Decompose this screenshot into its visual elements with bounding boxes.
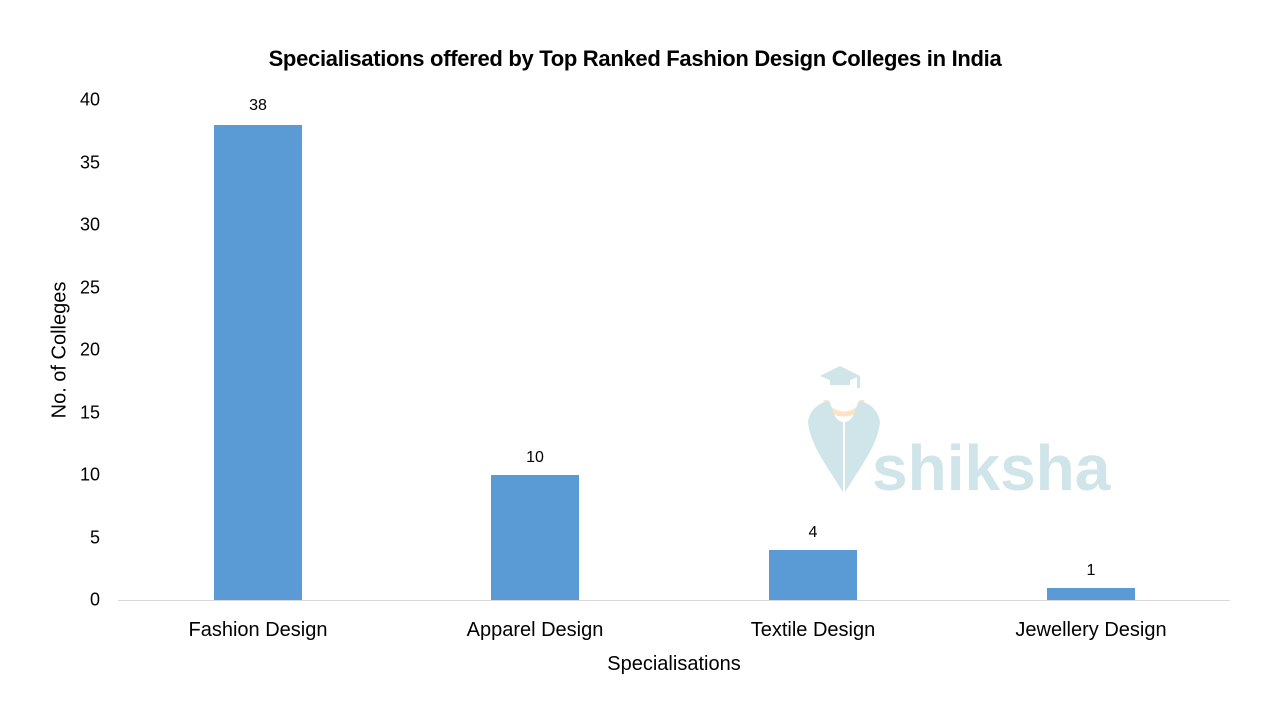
bar-jewellery-design xyxy=(1047,588,1135,600)
data-label: 1 xyxy=(1086,562,1096,579)
x-axis-line xyxy=(118,600,1230,601)
y-tick: 20 xyxy=(79,339,100,360)
x-tick-label: Apparel Design xyxy=(466,619,604,641)
svg-text:shiksha: shiksha xyxy=(872,432,1111,500)
y-tick: 10 xyxy=(79,464,100,485)
y-tick: 15 xyxy=(79,402,100,422)
shiksha-watermark-logo: shiksha xyxy=(808,366,1111,500)
x-axis-label: Specialisations xyxy=(607,653,741,675)
data-label: 38 xyxy=(249,97,267,114)
y-tick: 25 xyxy=(79,277,100,297)
x-tick-label: Jewellery Design xyxy=(1015,619,1167,641)
bar-fashion-design xyxy=(214,125,302,600)
y-tick: 35 xyxy=(79,152,100,172)
y-tick: 40 xyxy=(79,89,100,110)
y-tick: 0 xyxy=(89,589,100,610)
bar-apparel-design xyxy=(491,475,579,600)
bar-textile-design xyxy=(769,550,857,600)
x-tick-label: Textile Design xyxy=(750,619,876,641)
x-tick-label: Fashion Design xyxy=(188,619,328,641)
chart-title: Specialisations offered by Top Ranked Fa… xyxy=(268,46,1002,71)
data-label: 10 xyxy=(526,449,544,466)
graduation-cap-icon xyxy=(820,366,860,388)
data-label: 4 xyxy=(808,524,818,541)
y-tick: 30 xyxy=(79,214,100,235)
y-tick: 5 xyxy=(89,527,100,547)
